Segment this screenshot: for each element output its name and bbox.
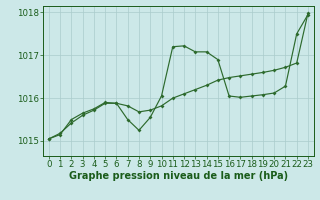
X-axis label: Graphe pression niveau de la mer (hPa): Graphe pression niveau de la mer (hPa) <box>69 171 288 181</box>
